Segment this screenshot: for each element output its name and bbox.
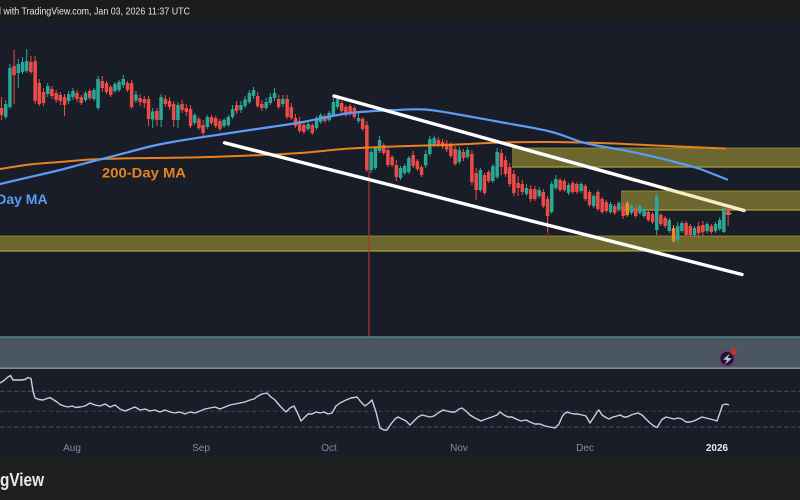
svg-text:200-Day MA: 200-Day MA — [102, 166, 186, 181]
svg-text:Sep: Sep — [192, 443, 210, 454]
svg-text:Dec: Dec — [576, 443, 594, 454]
svg-text:Aug: Aug — [63, 443, 81, 454]
svg-text:50-Day MA: 50-Day MA — [0, 191, 48, 207]
svg-text:2026: 2026 — [706, 443, 729, 454]
svg-text:gView: gView — [0, 469, 45, 490]
svg-text:Oct: Oct — [321, 443, 337, 454]
svg-text:Nov: Nov — [450, 443, 468, 454]
svg-text:d with TradingView.com, Jan 03: d with TradingView.com, Jan 03, 2026 11:… — [0, 7, 190, 18]
